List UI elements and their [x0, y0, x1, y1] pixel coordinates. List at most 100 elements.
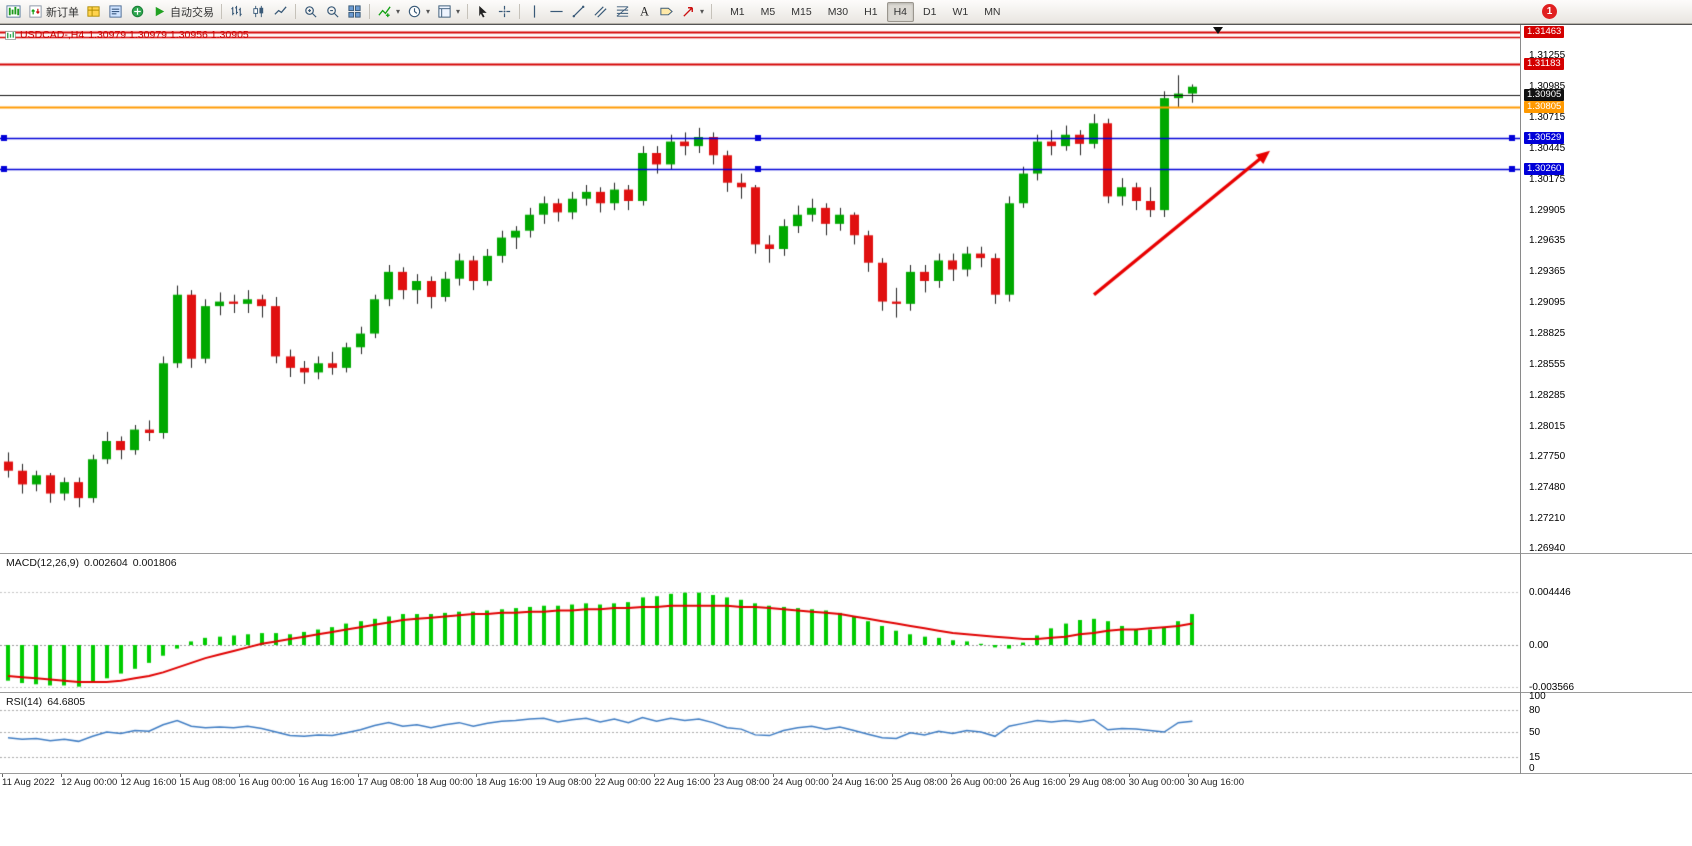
macd-axis-label: 0.004446 [1529, 587, 1571, 598]
auto-trading-label: 自动交易 [170, 6, 214, 19]
timeframe-w1[interactable]: W1 [952, 5, 969, 18]
symbol-period-label: USDCAD-,H4 [20, 29, 85, 41]
time-axis-tick [357, 774, 359, 777]
time-axis-label: 30 Aug 16:00 [1188, 777, 1244, 788]
chevron-down-icon: ▾ [396, 7, 401, 16]
price-axis-label: 1.28555 [1529, 359, 1566, 370]
chart-shift-marker[interactable] [1213, 27, 1223, 34]
templates-icon[interactable]: ▾ [434, 2, 463, 22]
time-axis-tick [2, 774, 3, 777]
market-watch-icon[interactable] [83, 2, 104, 22]
price-line-badge: 1.30905 [1524, 89, 1565, 101]
channel-icon[interactable] [590, 2, 611, 22]
price-axis-label: 1.30715 [1529, 112, 1566, 123]
chart-symbol-icon [5, 30, 16, 41]
price-axis-label: 1.29635 [1529, 235, 1566, 246]
time-axis-tick [61, 774, 63, 777]
profiles-icon[interactable]: ▾ [404, 2, 433, 22]
notification-badge[interactable]: 1 [1542, 4, 1557, 19]
chevron-down-icon: ▾ [456, 7, 461, 16]
time-axis-label: 30 Aug 00:00 [1128, 777, 1185, 788]
chart-window: USDCAD-,H4 1.30979 1.30979 1.30956 1.309… [0, 24, 1692, 846]
pane-separator[interactable] [0, 553, 1692, 554]
text-icon[interactable]: A [634, 2, 655, 22]
rsi-pane-canvas[interactable] [0, 693, 1520, 773]
line-chart-icon[interactable] [270, 2, 291, 22]
rsi-axis-label: 15 [1529, 752, 1541, 763]
fibonacci-icon[interactable] [612, 2, 633, 22]
time-axis-label: 15 Aug 08:00 [179, 777, 236, 788]
price-axis-label: 1.28825 [1529, 328, 1566, 339]
time-axis-label: 18 Aug 00:00 [417, 777, 474, 788]
main-chart-canvas[interactable] [0, 25, 1520, 553]
new-chart-icon[interactable]: ▾ [374, 2, 403, 22]
arrows-icon[interactable]: ▾ [678, 2, 707, 22]
price-axis-label: 1.28015 [1529, 421, 1566, 432]
new-order-button[interactable]: 新订单 [25, 2, 82, 22]
time-axis-tick [535, 774, 537, 777]
price-axis-label: 1.27480 [1529, 482, 1566, 493]
timeframe-h4[interactable]: H4 [886, 1, 914, 22]
rsi-axis-label: 0 [1529, 763, 1535, 774]
price-axis-label: 1.30175 [1529, 174, 1566, 185]
pane-separator[interactable] [0, 692, 1692, 693]
price-axis-label: 1.30985 [1529, 81, 1566, 92]
auto-trading-button[interactable]: 自动交易 [149, 2, 217, 22]
navigator-icon[interactable] [127, 2, 148, 22]
time-axis-tick [772, 774, 774, 777]
time-axis-label: 26 Aug 00:00 [950, 777, 1007, 788]
vertical-line-icon[interactable] [524, 2, 545, 22]
price-axis-border [1520, 25, 1521, 774]
price-axis-label: 1.26940 [1529, 543, 1566, 554]
timeframe-d1[interactable]: D1 [923, 5, 937, 18]
data-window-icon[interactable] [105, 2, 126, 22]
price-line-badge: 1.30260 [1524, 163, 1565, 175]
timeframe-mn[interactable]: MN [984, 5, 1001, 18]
horizontal-line-icon[interactable] [546, 2, 567, 22]
timeframe-m5[interactable]: M5 [760, 5, 776, 18]
price-line-badge: 1.30805 [1524, 101, 1565, 113]
price-axis-label: 1.29365 [1529, 266, 1566, 277]
rsi-label: RSI(14) 64.6805 [6, 696, 86, 708]
cursor-icon[interactable] [472, 2, 493, 22]
price-axis-label: 1.28285 [1529, 390, 1566, 401]
tile-windows-icon[interactable] [344, 2, 365, 22]
timeframe-m30[interactable]: M30 [827, 5, 849, 18]
time-axis-label: 23 Aug 08:00 [713, 777, 770, 788]
macd-pane-canvas[interactable] [0, 554, 1520, 692]
time-axis-tick [1069, 774, 1071, 777]
new-order-icon [28, 4, 43, 19]
time-axis-label: 16 Aug 00:00 [239, 777, 296, 788]
time-axis-label: 17 Aug 08:00 [357, 777, 414, 788]
macd-axis-label: -0.003566 [1529, 682, 1575, 693]
timeframe-m1[interactable]: M1 [730, 5, 745, 18]
macd-axis-label: 0.00 [1529, 640, 1549, 651]
timeframe-h1[interactable]: H1 [864, 5, 878, 18]
time-axis-tick [417, 774, 419, 777]
toolbar-separator [295, 4, 296, 19]
time-axis-label: 18 Aug 16:00 [476, 777, 533, 788]
timeframe-m15[interactable]: M15 [791, 5, 812, 18]
price-line-badge: 1.31183 [1524, 58, 1564, 70]
label-icon[interactable] [656, 2, 677, 22]
price-line-badge: 1.31463 [1524, 26, 1565, 38]
toolbar-separator [519, 4, 521, 19]
zoom-out-icon[interactable] [322, 2, 343, 22]
bar-chart-icon[interactable] [226, 2, 247, 22]
trendline-icon[interactable] [568, 2, 589, 22]
time-axis-label: 12 Aug 16:00 [120, 777, 177, 788]
toolbar-separator [369, 4, 370, 19]
time-axis-tick [179, 774, 181, 777]
chart-window-icon[interactable] [3, 2, 24, 22]
price-axis-label: 1.29905 [1529, 205, 1566, 216]
price-axis-label: 1.27750 [1529, 451, 1566, 462]
zoom-in-icon[interactable] [300, 2, 321, 22]
price-axis-label: 1.30445 [1529, 143, 1566, 154]
time-axis-label: 12 Aug 00:00 [61, 777, 118, 788]
candlestick-chart-icon[interactable] [248, 2, 269, 22]
crosshair-icon[interactable] [494, 2, 515, 22]
ohlc-values: 1.30979 1.30979 1.30956 1.30905 [88, 29, 249, 41]
time-axis-label: 16 Aug 16:00 [298, 777, 355, 788]
time-axis-label: 24 Aug 16:00 [832, 777, 889, 788]
price-line-badge: 1.30529 [1524, 132, 1565, 144]
